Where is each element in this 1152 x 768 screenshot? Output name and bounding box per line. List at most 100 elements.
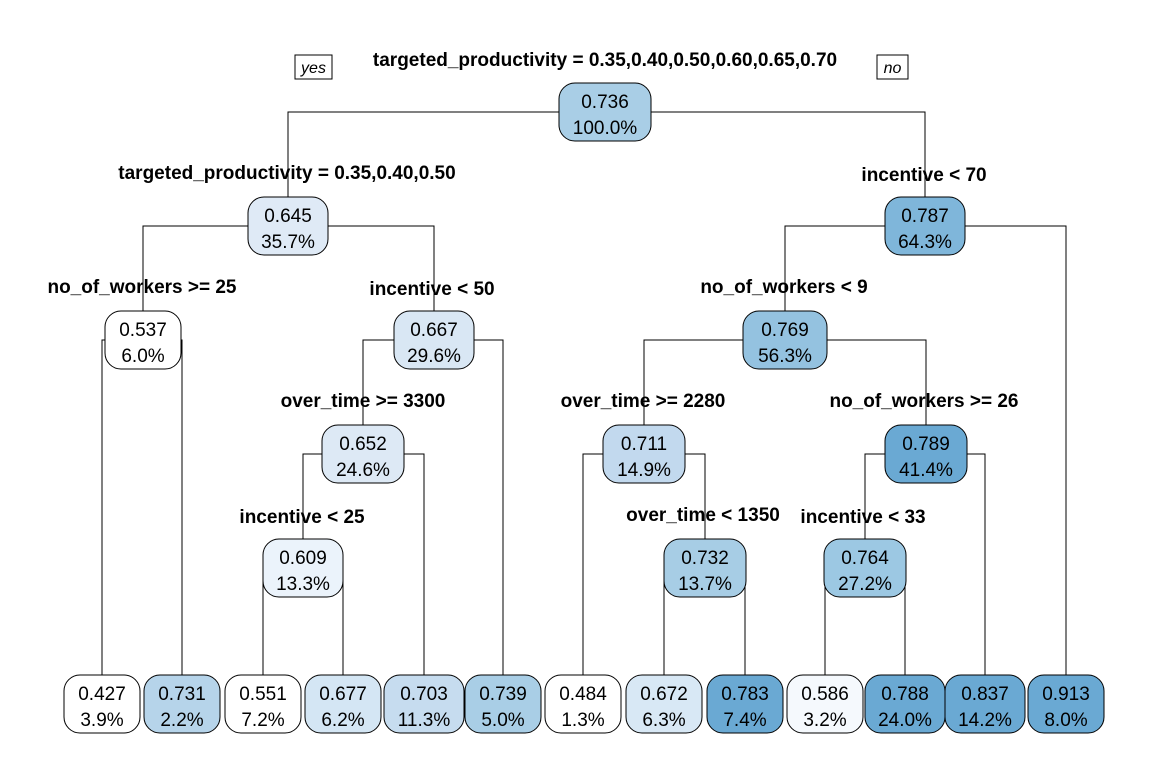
node-value: 0.739 [479, 684, 527, 705]
node-value: 0.711 [621, 434, 667, 455]
split-label-n25: over_time < 1350 [626, 505, 780, 526]
node-value: 0.788 [881, 684, 929, 705]
split-label-n3: incentive < 70 [861, 165, 986, 186]
node-percent: 27.2% [838, 574, 892, 595]
split-node-n4: 0.537 6.0% [104, 310, 182, 370]
node-box [625, 674, 703, 734]
node-box [104, 310, 182, 370]
yes-tag: yes [300, 60, 326, 77]
leaf-node-l12: 0.837 14.2% [944, 674, 1026, 734]
node-percent: 6.0% [121, 346, 164, 367]
leaf-node-l9: 0.783 7.4% [706, 674, 784, 734]
node-value: 0.783 [721, 684, 769, 705]
split-node-n26: 0.764 27.2% [823, 538, 907, 598]
node-box [544, 674, 622, 734]
yes-tag-box [294, 54, 333, 80]
split-node-n13: 0.789 41.4% [884, 424, 968, 484]
node-box [321, 424, 405, 484]
node-value: 0.609 [279, 548, 327, 569]
node-value: 0.427 [78, 684, 126, 705]
node-box [464, 674, 542, 734]
node-value: 0.677 [319, 684, 367, 705]
node-value: 0.787 [901, 206, 949, 227]
node-box [224, 674, 302, 734]
split-labels: targeted_productivity = 0.35,0.40,0.50,0… [47, 50, 1018, 528]
split-label-n20: incentive < 25 [239, 507, 365, 528]
split-label-n26: incentive < 33 [800, 507, 925, 528]
split-node-n20: 0.609 13.3% [262, 538, 344, 598]
node-percent: 24.6% [336, 460, 390, 481]
node-value: 0.645 [264, 206, 312, 227]
split-node-n2: 0.645 35.7% [247, 196, 329, 256]
split-label-n13: no_of_workers >= 26 [829, 391, 1018, 412]
node-value: 0.703 [400, 684, 448, 705]
node-value: 0.652 [339, 434, 387, 455]
node-percent: 8.0% [1044, 710, 1087, 731]
edge-n4 [101, 339, 183, 675]
node-box [558, 82, 652, 142]
leaf-node-l7: 0.484 1.3% [544, 674, 622, 734]
node-percent: 14.2% [958, 710, 1012, 731]
leaf-node-l5: 0.703 11.3% [383, 674, 465, 734]
node-box [247, 196, 329, 256]
leaf-node-l2: 0.731 2.2% [143, 674, 221, 734]
leaf-node-l13: 0.913 8.0% [1027, 674, 1105, 734]
split-label-n4: no_of_workers >= 25 [47, 277, 236, 298]
node-percent: 41.4% [899, 460, 953, 481]
split-label-n6: no_of_workers < 9 [700, 277, 867, 298]
node-percent: 100.0% [573, 118, 638, 139]
leaf-node-l1: 0.427 3.9% [63, 674, 141, 734]
node-box [663, 538, 747, 598]
node-value: 0.764 [841, 548, 889, 569]
node-value: 0.537 [119, 320, 167, 341]
node-box [823, 538, 907, 598]
split-node-n3: 0.787 64.3% [884, 196, 966, 256]
node-box [706, 674, 784, 734]
node-box [1027, 674, 1105, 734]
node-box [602, 424, 686, 484]
node-value: 0.586 [801, 684, 849, 705]
node-percent: 5.0% [481, 710, 524, 731]
node-percent: 1.3% [561, 710, 604, 731]
node-percent: 29.6% [407, 346, 461, 367]
node-value: 0.672 [640, 684, 688, 705]
split-label-n5: incentive < 50 [369, 279, 494, 300]
node-box [742, 310, 828, 370]
split-node-n12: 0.711 14.9% [602, 424, 686, 484]
tree-nodes: 0.736 100.0% 0.645 35.7% 0.787 64.3% 0.537 6.0%… [63, 82, 1105, 734]
node-box [383, 674, 465, 734]
node-percent: 6.3% [642, 710, 685, 731]
leaf-node-l6: 0.739 5.0% [464, 674, 542, 734]
split-node-n6: 0.769 56.3% [742, 310, 828, 370]
node-value: 0.913 [1042, 684, 1090, 705]
split-node-root: 0.736 100.0% [558, 82, 652, 142]
split-node-n5: 0.667 29.6% [393, 310, 475, 370]
node-value: 0.731 [158, 684, 206, 705]
split-label-n2: targeted_productivity = 0.35,0.40,0.50 [118, 163, 455, 184]
node-value: 0.769 [761, 320, 809, 341]
node-percent: 13.7% [678, 574, 732, 595]
split-label-root: targeted_productivity = 0.35,0.40,0.50,0… [373, 50, 837, 71]
node-percent: 7.4% [723, 710, 766, 731]
node-box [143, 674, 221, 734]
split-label-n12: over_time >= 2280 [561, 391, 726, 412]
node-box [884, 424, 968, 484]
node-percent: 2.2% [160, 710, 203, 731]
node-value: 0.667 [410, 320, 458, 341]
node-percent: 24.0% [878, 710, 932, 731]
split-node-n25: 0.732 13.7% [663, 538, 747, 598]
leaf-node-l4: 0.677 6.2% [304, 674, 382, 734]
no-tag: no [884, 60, 902, 77]
node-value: 0.732 [681, 548, 729, 569]
no-tag-box [876, 54, 909, 80]
node-percent: 6.2% [321, 710, 364, 731]
yes-no-tags: yes no [294, 54, 909, 80]
node-box [884, 196, 966, 256]
split-label-n10: over_time >= 3300 [281, 391, 446, 412]
split-node-n10: 0.652 24.6% [321, 424, 405, 484]
node-box [262, 538, 344, 598]
leaf-node-l11: 0.788 24.0% [864, 674, 946, 734]
node-percent: 7.2% [241, 710, 284, 731]
node-percent: 11.3% [398, 710, 451, 731]
